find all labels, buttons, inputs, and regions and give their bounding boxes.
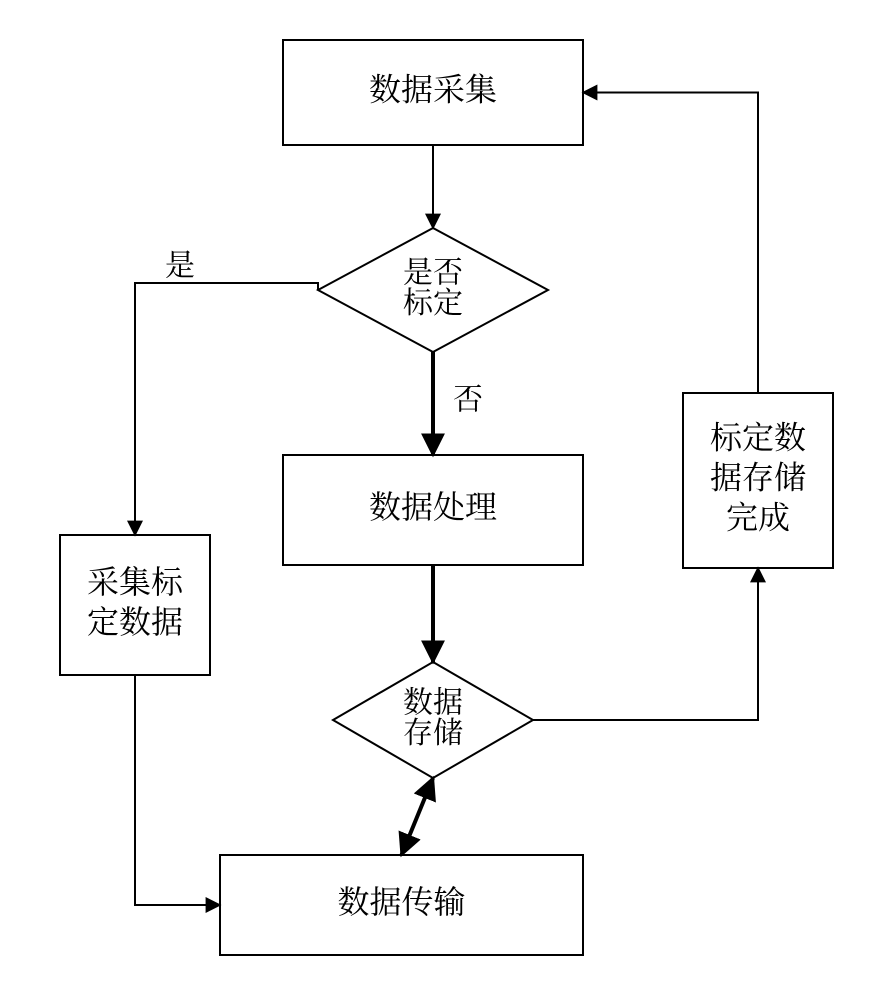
node-storedone: 标定数据存储完成 xyxy=(683,393,833,568)
edge-label-calib_q-process: 否 xyxy=(453,375,483,419)
edge-storedone-collect xyxy=(583,93,758,394)
edge-label-yes: 是 xyxy=(165,241,195,285)
node-transmit-label: 数据传输 xyxy=(337,877,465,923)
flowchart-canvas: 数据采集是否标定数据处理数据存储数据传输 采集标定数据 标定数据存储完成 否 是 xyxy=(0,0,876,1000)
node-collect-label: 数据采集 xyxy=(369,65,497,111)
node-calib_q-label: 标定 xyxy=(403,278,463,322)
edge-calibq-calibdata xyxy=(135,283,318,535)
edge-calibdata-transmit xyxy=(135,675,220,905)
node-process: 数据处理 xyxy=(283,455,583,565)
edge-store_q-transmit xyxy=(402,778,434,855)
edge-storeq-storedone xyxy=(533,568,758,720)
node-transmit: 数据传输 xyxy=(220,855,583,955)
node-calibdata: 采集标定数据 xyxy=(60,535,210,675)
node-collect: 数据采集 xyxy=(283,40,583,145)
node-storedone-label: 完成 xyxy=(726,493,790,539)
node-calibdata-label: 定数据 xyxy=(87,597,183,643)
node-store_q: 数据存储 xyxy=(333,662,533,778)
node-calib_q: 是否标定 xyxy=(318,228,548,352)
node-process-label: 数据处理 xyxy=(369,482,497,528)
node-store_q-label: 存储 xyxy=(403,708,463,752)
